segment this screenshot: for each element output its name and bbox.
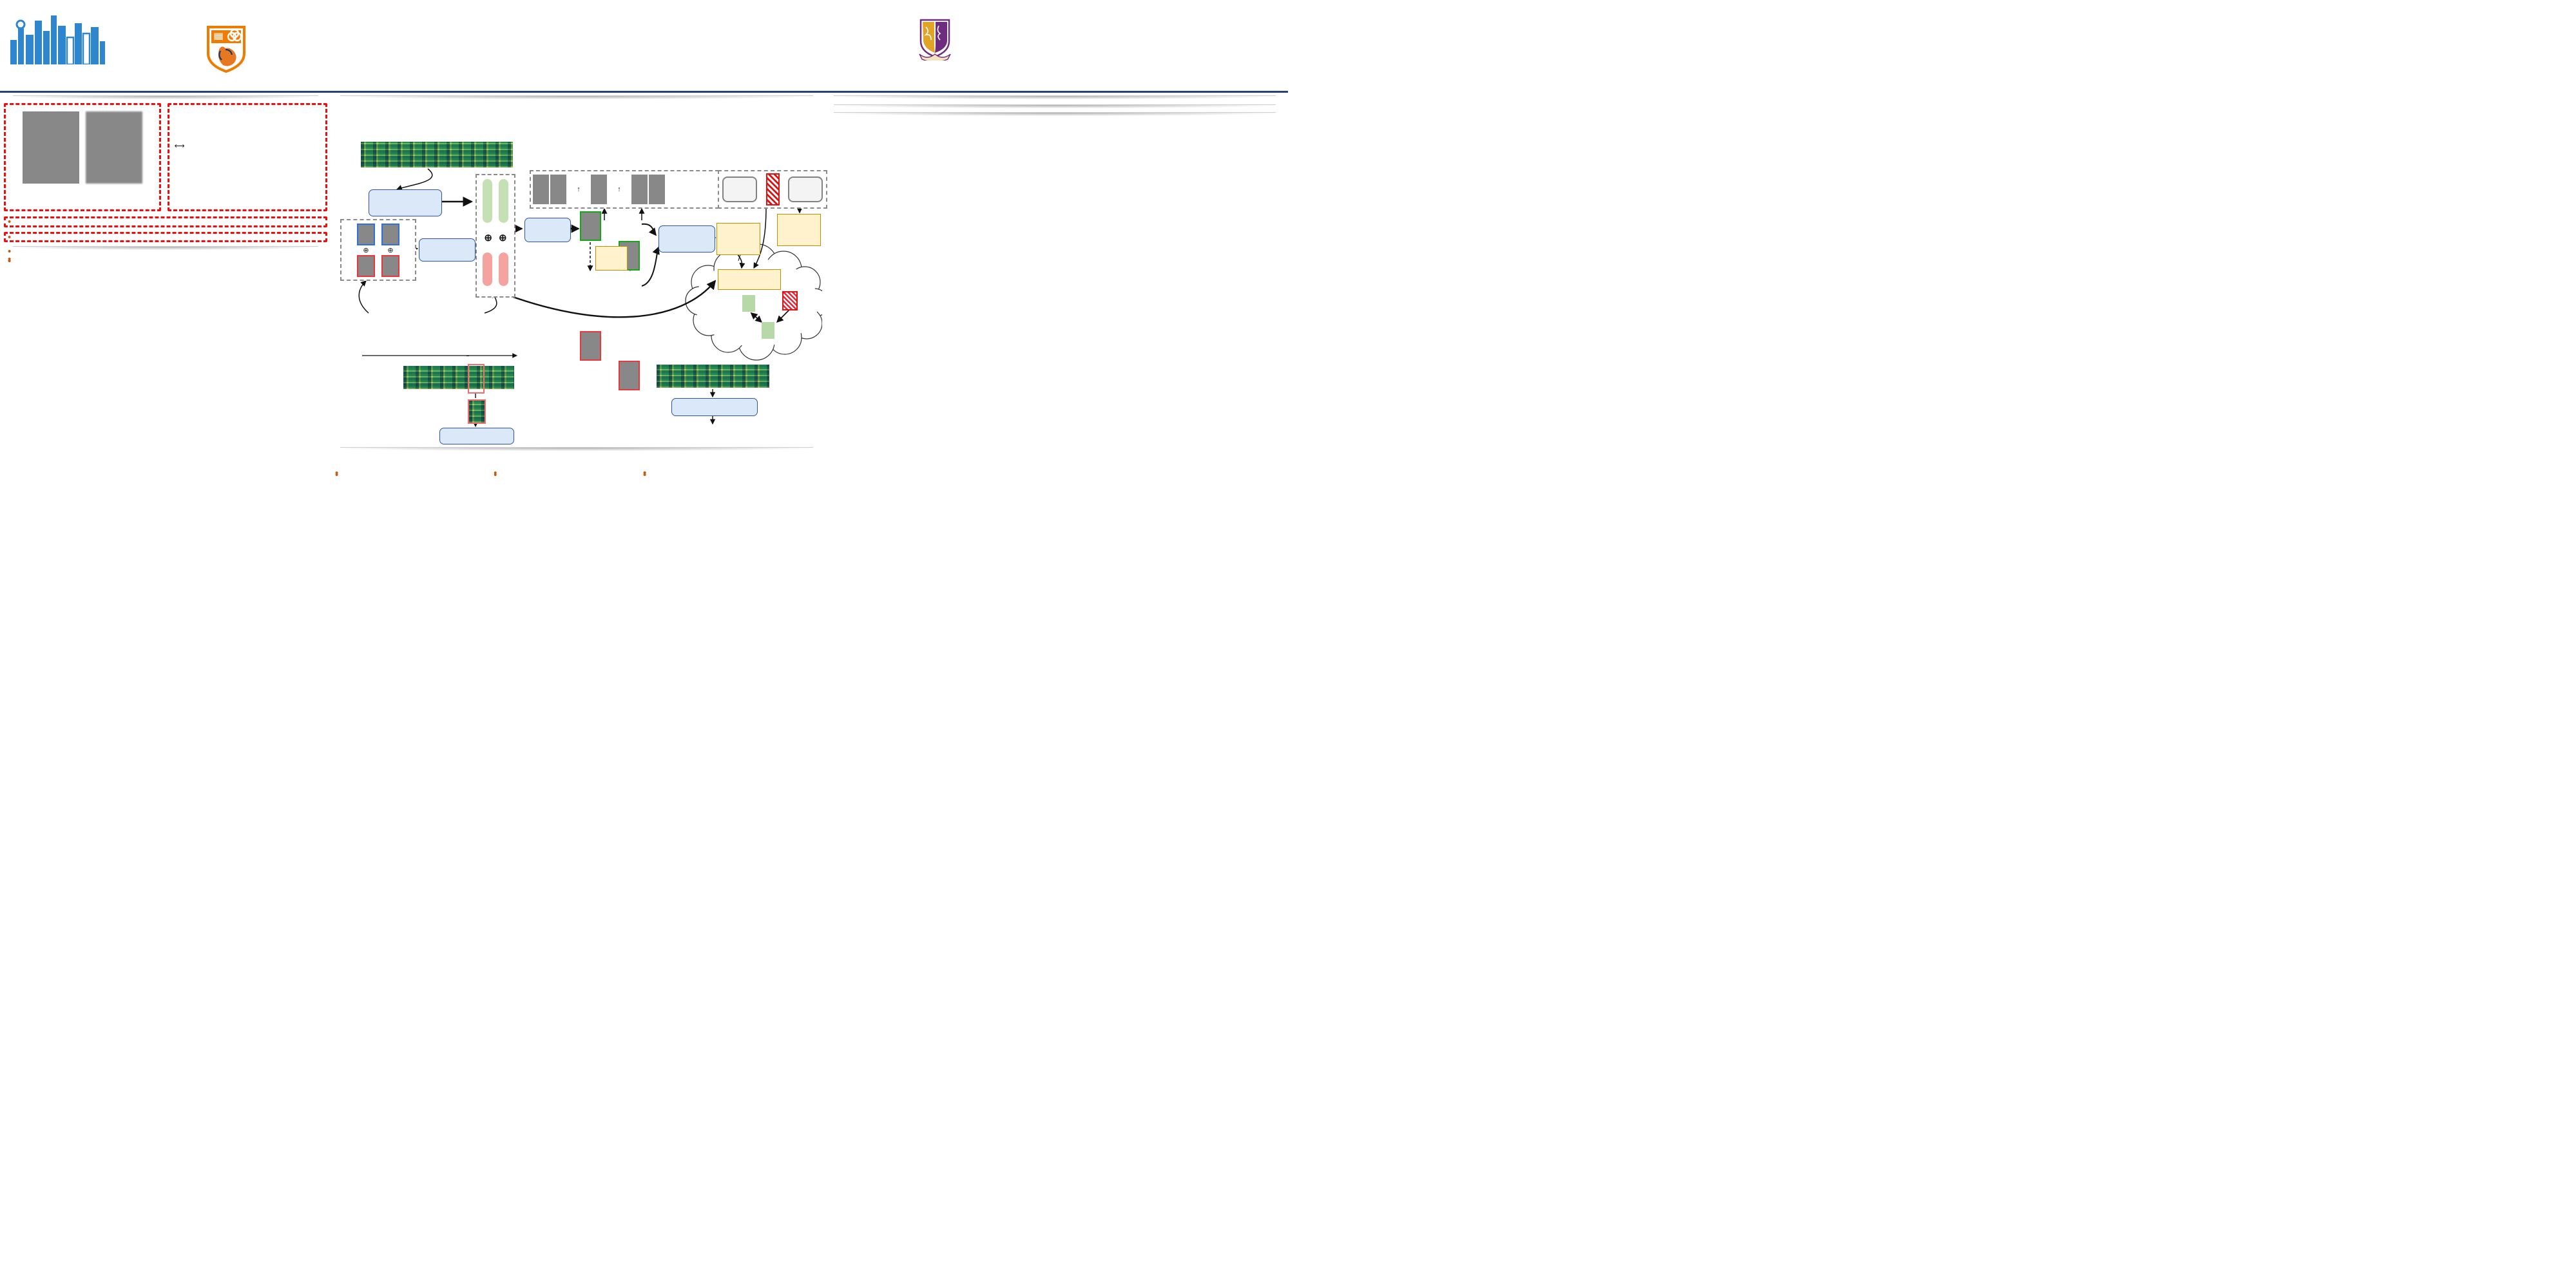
viseme-box [4,216,327,227]
ablation-right-label [825,184,871,194]
gt-frame-t1 [580,331,601,361]
face-blurred [85,111,142,184]
column-talklip: ↑ ↑ ⊕ ⊕ [331,94,827,643]
synced-video-label [332,321,361,329]
diagram-arrows [358,168,822,361]
ablation-left-label [825,129,871,138]
chip-t1-anchor [762,322,774,339]
transformer-encoder-box [671,398,758,416]
expert-decoder-box [788,176,823,202]
hybrid-video-box: ↑ ↑ [530,170,719,209]
qr-block [1213,4,1281,69]
local-spectrogram [403,364,514,394]
oplus-icon: ⊕ [484,233,492,243]
chip-t2-negative [742,295,755,312]
experiment-setup [331,465,822,481]
poster-header [0,0,1288,90]
section-rule [13,246,318,250]
oplus-icon: ⊕ [499,233,507,243]
lip-expert-label [715,146,818,153]
expert-encoder-box [722,176,757,202]
column-motivation: ⟷ [4,94,327,642]
title-block [358,4,925,18]
local-crop [468,399,486,424]
contrastive-loss-box [718,269,781,290]
generated-frame-t1 [580,211,601,241]
audio-video-embedding-stack: ⊕ ⊕ [476,174,515,298]
section-rule [834,104,1276,108]
lip-expert-box [718,170,827,209]
delta-t-label: ⟷ [174,142,185,150]
nus-shield-icon [207,26,245,73]
gt-frame-t2 [619,361,640,390]
generator-box [524,218,571,242]
column-results [825,94,1285,643]
section-rule [13,95,318,99]
lip-speech-sync-box: ⟷ [167,103,327,211]
section-rule [834,95,1276,99]
audio-embedding-block [331,356,822,444]
l1-loss-box [595,246,628,271]
local-window-box [468,364,485,394]
waveform-icon [176,167,314,187]
section-rule [340,95,813,99]
qr-code [1215,4,1279,68]
global-spectrogram [657,365,769,388]
video-encoder-box [419,238,476,262]
nus-logo [206,17,354,81]
cuhk-logo [918,18,1189,61]
identity-reference-box: ⊕ ⊕ [340,219,416,281]
cnn-encoder-box [439,428,514,444]
discriminator-box [658,225,715,253]
section-rule [340,447,813,451]
face-sharp [22,111,79,184]
lip-reading-loss-box [777,214,821,246]
speech-spectrogram [361,142,513,167]
talklip-architecture-diagram: ↑ ↑ ⊕ ⊕ [331,135,827,390]
section-rule [834,112,1276,116]
mcgurk-box [4,232,327,242]
frozen-features-icon [765,173,780,205]
adversarial-loss-box [716,223,760,255]
ground-truth-mask-label [451,292,528,300]
picker-audio-encoder-box [369,189,442,216]
header-rule [0,91,1288,93]
cvpr-logo [6,9,200,84]
chip-t1-positive [782,291,798,310]
cuhk-shield-icon [919,19,951,61]
visual-quality-box [4,103,161,211]
cvpr-skyline-icon [10,15,105,66]
identity-reference-label [331,281,423,289]
